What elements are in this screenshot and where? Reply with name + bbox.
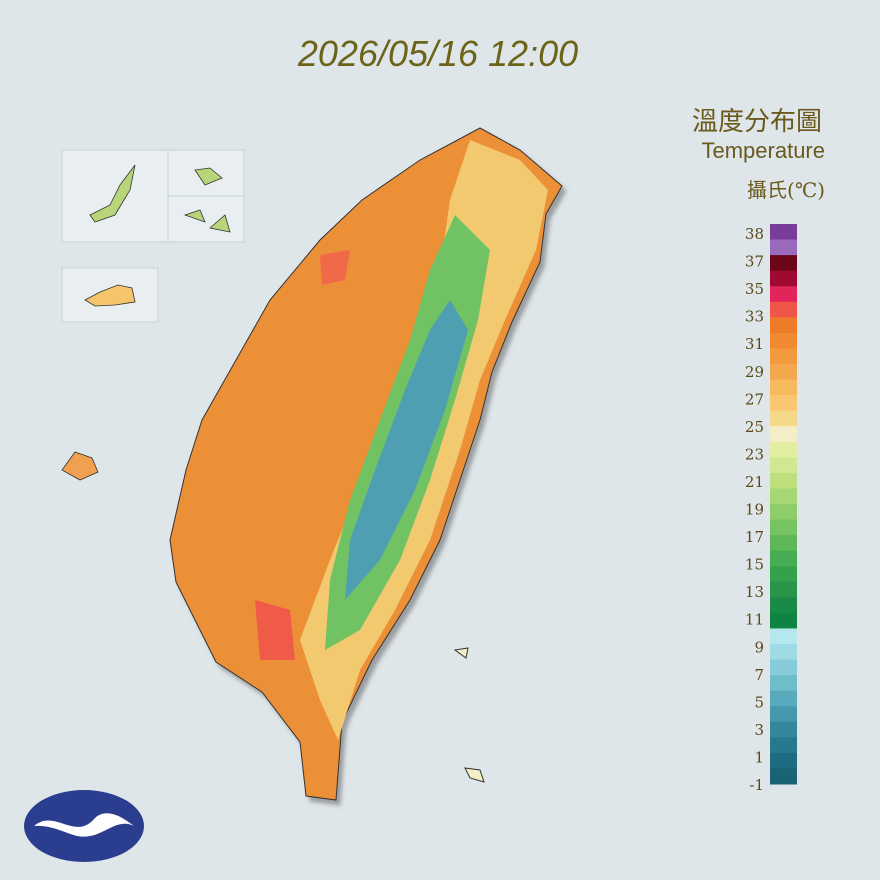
legend-tick-label: 37 [745, 253, 764, 271]
hot-area [320, 250, 350, 285]
legend-tick-label: 9 [754, 638, 764, 656]
legend-swatch [770, 301, 797, 318]
legend-swatch [770, 348, 797, 365]
logo [24, 790, 144, 862]
legend-swatch [770, 239, 797, 256]
legend-swatch [770, 395, 797, 412]
legend-tick-label: 3 [754, 721, 764, 739]
legend-tick-label: 19 [745, 501, 764, 519]
legend-swatch [770, 752, 797, 769]
legend-swatch [770, 659, 797, 676]
legend-swatch [770, 472, 797, 489]
legend-tick-label: 15 [745, 556, 764, 574]
legend-swatch [770, 286, 797, 303]
legend-swatch [770, 644, 797, 661]
legend-swatch [770, 581, 797, 598]
legend-tick-label: 23 [745, 445, 764, 463]
legend-tick-label: -1 [749, 776, 764, 794]
legend-swatch [770, 457, 797, 474]
legend-swatch [770, 628, 797, 645]
legend-tick-label: 7 [754, 666, 764, 684]
title: 2026/05/16 12:00 [297, 33, 578, 74]
legend-tick-label: 33 [745, 308, 764, 326]
island [183, 209, 231, 233]
legend-swatch [770, 379, 797, 396]
island [61, 451, 99, 481]
legend-swatch [770, 426, 797, 443]
legend-swatch [770, 270, 797, 287]
island [89, 164, 136, 223]
legend-subtitle: Temperature [701, 138, 825, 163]
legend-tick-label: 25 [745, 418, 764, 436]
legend-swatch [770, 410, 797, 427]
legend-swatch [770, 675, 797, 692]
legend-swatch [770, 488, 797, 505]
island [194, 167, 223, 186]
legend-unit: 攝氏(℃) [747, 178, 825, 202]
legend-swatch [770, 612, 797, 629]
legend-tick-label: 35 [745, 280, 764, 298]
island [453, 647, 485, 783]
legend-swatch [770, 364, 797, 381]
legend-swatch [770, 519, 797, 536]
legend-swatch [770, 317, 797, 334]
hot-area [255, 600, 295, 660]
legend-tick-label: 5 [754, 693, 764, 711]
legend-tick-label: 13 [745, 583, 764, 601]
legend-swatch [770, 332, 797, 349]
legend-tick-label: 29 [745, 363, 764, 381]
legend-tick-label: 17 [745, 528, 764, 546]
legend-swatch [770, 504, 797, 521]
high-mountains [345, 300, 468, 600]
taiwan [169, 127, 563, 801]
legend-swatch [770, 255, 797, 272]
legend-tick-label: 21 [745, 473, 764, 491]
legend-swatch [770, 706, 797, 723]
legend-swatch [770, 224, 797, 241]
logo-mark [34, 813, 134, 837]
legend-swatch [770, 566, 797, 583]
legend-swatch [770, 550, 797, 567]
legend-tick-label: 1 [754, 748, 764, 766]
legend-swatch [770, 535, 797, 552]
legend-swatch [770, 441, 797, 458]
island [84, 284, 136, 307]
legend-title: 溫度分布圖 [692, 107, 822, 137]
legend-swatch [770, 721, 797, 738]
legend-tick-label: 31 [745, 335, 764, 353]
legend-swatch [770, 597, 797, 614]
legend-swatch [770, 768, 797, 785]
legend-tick-label: 38 [745, 225, 764, 243]
legend-swatch [770, 690, 797, 707]
legend-tick-label: 11 [745, 611, 764, 629]
legend-swatch [770, 737, 797, 754]
legend-tick-label: 27 [745, 390, 764, 408]
